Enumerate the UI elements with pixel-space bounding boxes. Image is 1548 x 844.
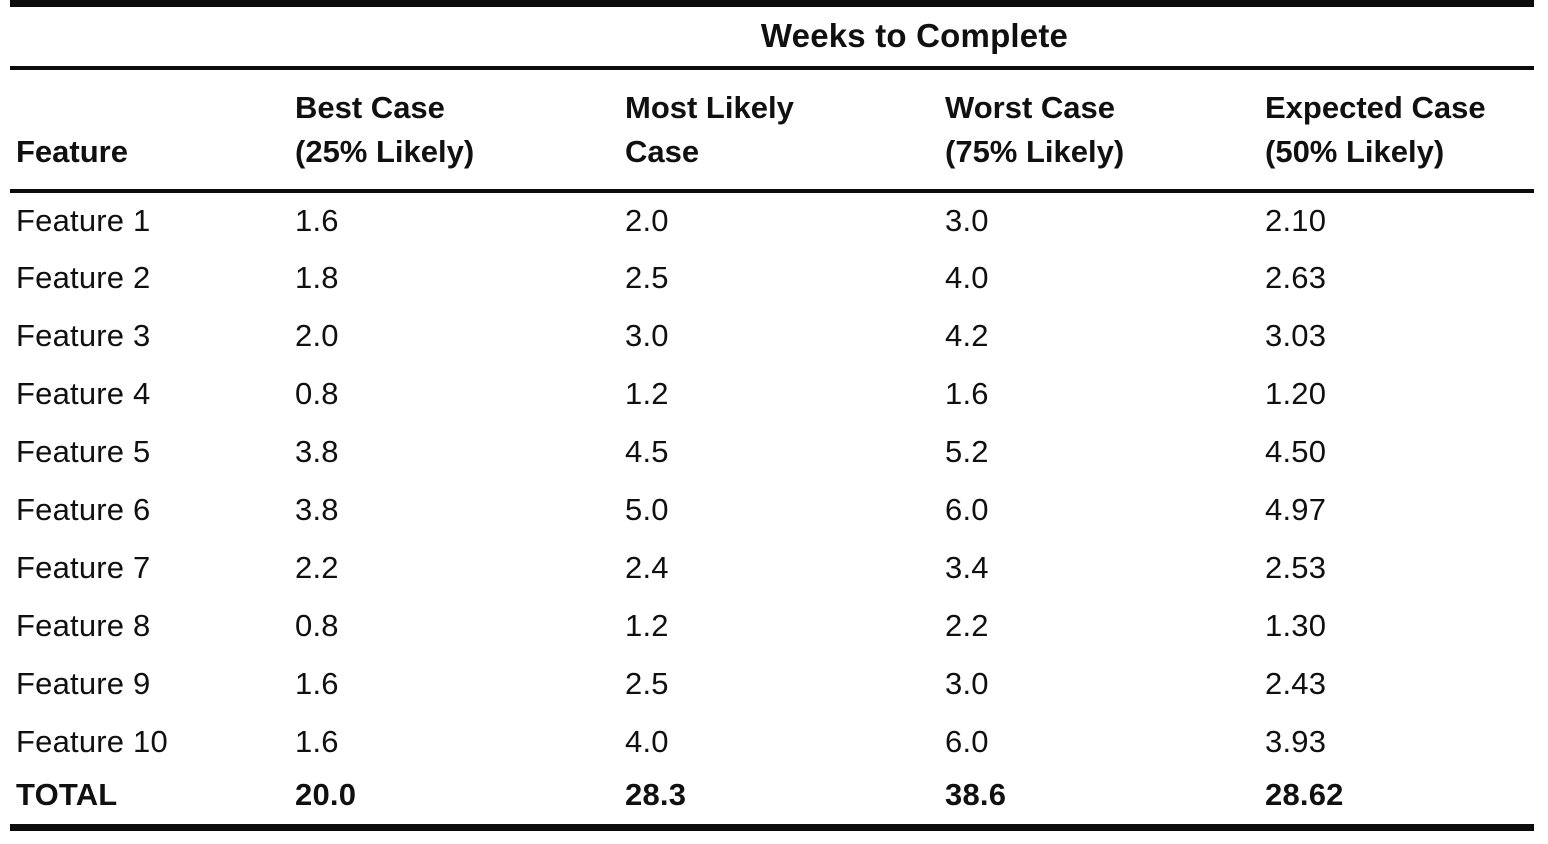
expected-case-cell: 4.50 <box>1265 434 1327 470</box>
feature-cell: Feature 6 <box>16 492 151 528</box>
best-case-cell: 0.8 <box>295 608 339 644</box>
total-row: TOTAL 20.0 28.3 38.6 28.62 <box>10 771 1534 827</box>
table-title-row: Weeks to Complete <box>10 3 1534 70</box>
table-row: Feature 1 1.6 2.0 3.0 2.10 <box>10 191 1534 249</box>
best-case-cell: 1.8 <box>295 260 339 296</box>
column-header-expected-case: Expected Case (50% Likely) <box>1265 67 1534 194</box>
best-case-cell: 1.6 <box>295 724 339 760</box>
most-likely-cell: 2.5 <box>625 666 669 702</box>
most-likely-cell: 1.2 <box>625 608 669 644</box>
table-row: Feature 2 1.8 2.5 4.0 2.63 <box>10 249 1534 307</box>
expected-case-cell: 1.30 <box>1265 608 1327 644</box>
weeks-to-complete-table: Weeks to Complete Feature Best Case (25%… <box>10 0 1534 831</box>
worst-case-cell: 4.0 <box>945 260 989 296</box>
most-likely-cell: 2.4 <box>625 550 669 586</box>
total-most-likely: 28.3 <box>625 776 687 812</box>
best-case-cell: 3.8 <box>295 434 339 470</box>
feature-cell: Feature 1 <box>16 203 151 239</box>
best-case-cell: 1.6 <box>295 666 339 702</box>
table-row: Feature 4 0.8 1.2 1.6 1.20 <box>10 365 1534 423</box>
total-best-case: 20.0 <box>295 776 357 812</box>
best-case-cell: 3.8 <box>295 492 339 528</box>
worst-case-cell: 3.0 <box>945 666 989 702</box>
table-title: Weeks to Complete <box>295 3 1534 70</box>
table-row: Feature 5 3.8 4.5 5.2 4.50 <box>10 423 1534 481</box>
expected-case-cell: 2.10 <box>1265 203 1327 239</box>
most-likely-cell: 4.0 <box>625 724 669 760</box>
feature-cell: Feature 10 <box>16 724 168 760</box>
feature-cell: Feature 7 <box>16 550 151 586</box>
expected-case-cell: 4.97 <box>1265 492 1327 528</box>
column-header-most-likely-case: Most Likely Case <box>625 67 945 194</box>
expected-case-cell: 2.53 <box>1265 550 1327 586</box>
total-label: TOTAL <box>16 776 118 812</box>
best-case-cell: 0.8 <box>295 376 339 412</box>
most-likely-cell: 2.5 <box>625 260 669 296</box>
column-header-feature: Feature <box>10 67 295 194</box>
worst-case-cell: 3.4 <box>945 550 989 586</box>
table-row: Feature 6 3.8 5.0 6.0 4.97 <box>10 481 1534 539</box>
column-header-best-case: Best Case (25% Likely) <box>295 67 625 194</box>
best-case-cell: 1.6 <box>295 203 339 239</box>
most-likely-cell: 5.0 <box>625 492 669 528</box>
worst-case-cell: 6.0 <box>945 724 989 760</box>
column-header-worst-case: Worst Case (75% Likely) <box>945 67 1265 194</box>
title-row-spacer <box>10 3 295 70</box>
best-case-cell: 2.2 <box>295 550 339 586</box>
most-likely-cell: 2.0 <box>625 203 669 239</box>
worst-case-cell: 2.2 <box>945 608 989 644</box>
table-row: Feature 8 0.8 1.2 2.2 1.30 <box>10 597 1534 655</box>
table-header-row: Feature Best Case (25% Likely) Most Like… <box>10 67 1534 194</box>
worst-case-cell: 1.6 <box>945 376 989 412</box>
table-row: Feature 3 2.0 3.0 4.2 3.03 <box>10 307 1534 365</box>
worst-case-cell: 6.0 <box>945 492 989 528</box>
expected-case-cell: 2.43 <box>1265 666 1327 702</box>
expected-case-cell: 1.20 <box>1265 376 1327 412</box>
total-worst-case: 38.6 <box>945 776 1007 812</box>
most-likely-cell: 1.2 <box>625 376 669 412</box>
expected-case-cell: 3.93 <box>1265 724 1327 760</box>
table-row: Feature 9 1.6 2.5 3.0 2.43 <box>10 655 1534 713</box>
expected-case-cell: 2.63 <box>1265 260 1327 296</box>
best-case-cell: 2.0 <box>295 318 339 354</box>
table-row: Feature 10 1.6 4.0 6.0 3.93 <box>10 713 1534 771</box>
feature-cell: Feature 3 <box>16 318 151 354</box>
feature-cell: Feature 9 <box>16 666 151 702</box>
expected-case-cell: 3.03 <box>1265 318 1327 354</box>
most-likely-cell: 3.0 <box>625 318 669 354</box>
table-row: Feature 7 2.2 2.4 3.4 2.53 <box>10 539 1534 597</box>
feature-cell: Feature 4 <box>16 376 151 412</box>
most-likely-cell: 4.5 <box>625 434 669 470</box>
feature-cell: Feature 2 <box>16 260 151 296</box>
worst-case-cell: 4.2 <box>945 318 989 354</box>
total-expected-case: 28.62 <box>1265 776 1344 812</box>
worst-case-cell: 3.0 <box>945 203 989 239</box>
feature-cell: Feature 5 <box>16 434 151 470</box>
worst-case-cell: 5.2 <box>945 434 989 470</box>
feature-cell: Feature 8 <box>16 608 151 644</box>
